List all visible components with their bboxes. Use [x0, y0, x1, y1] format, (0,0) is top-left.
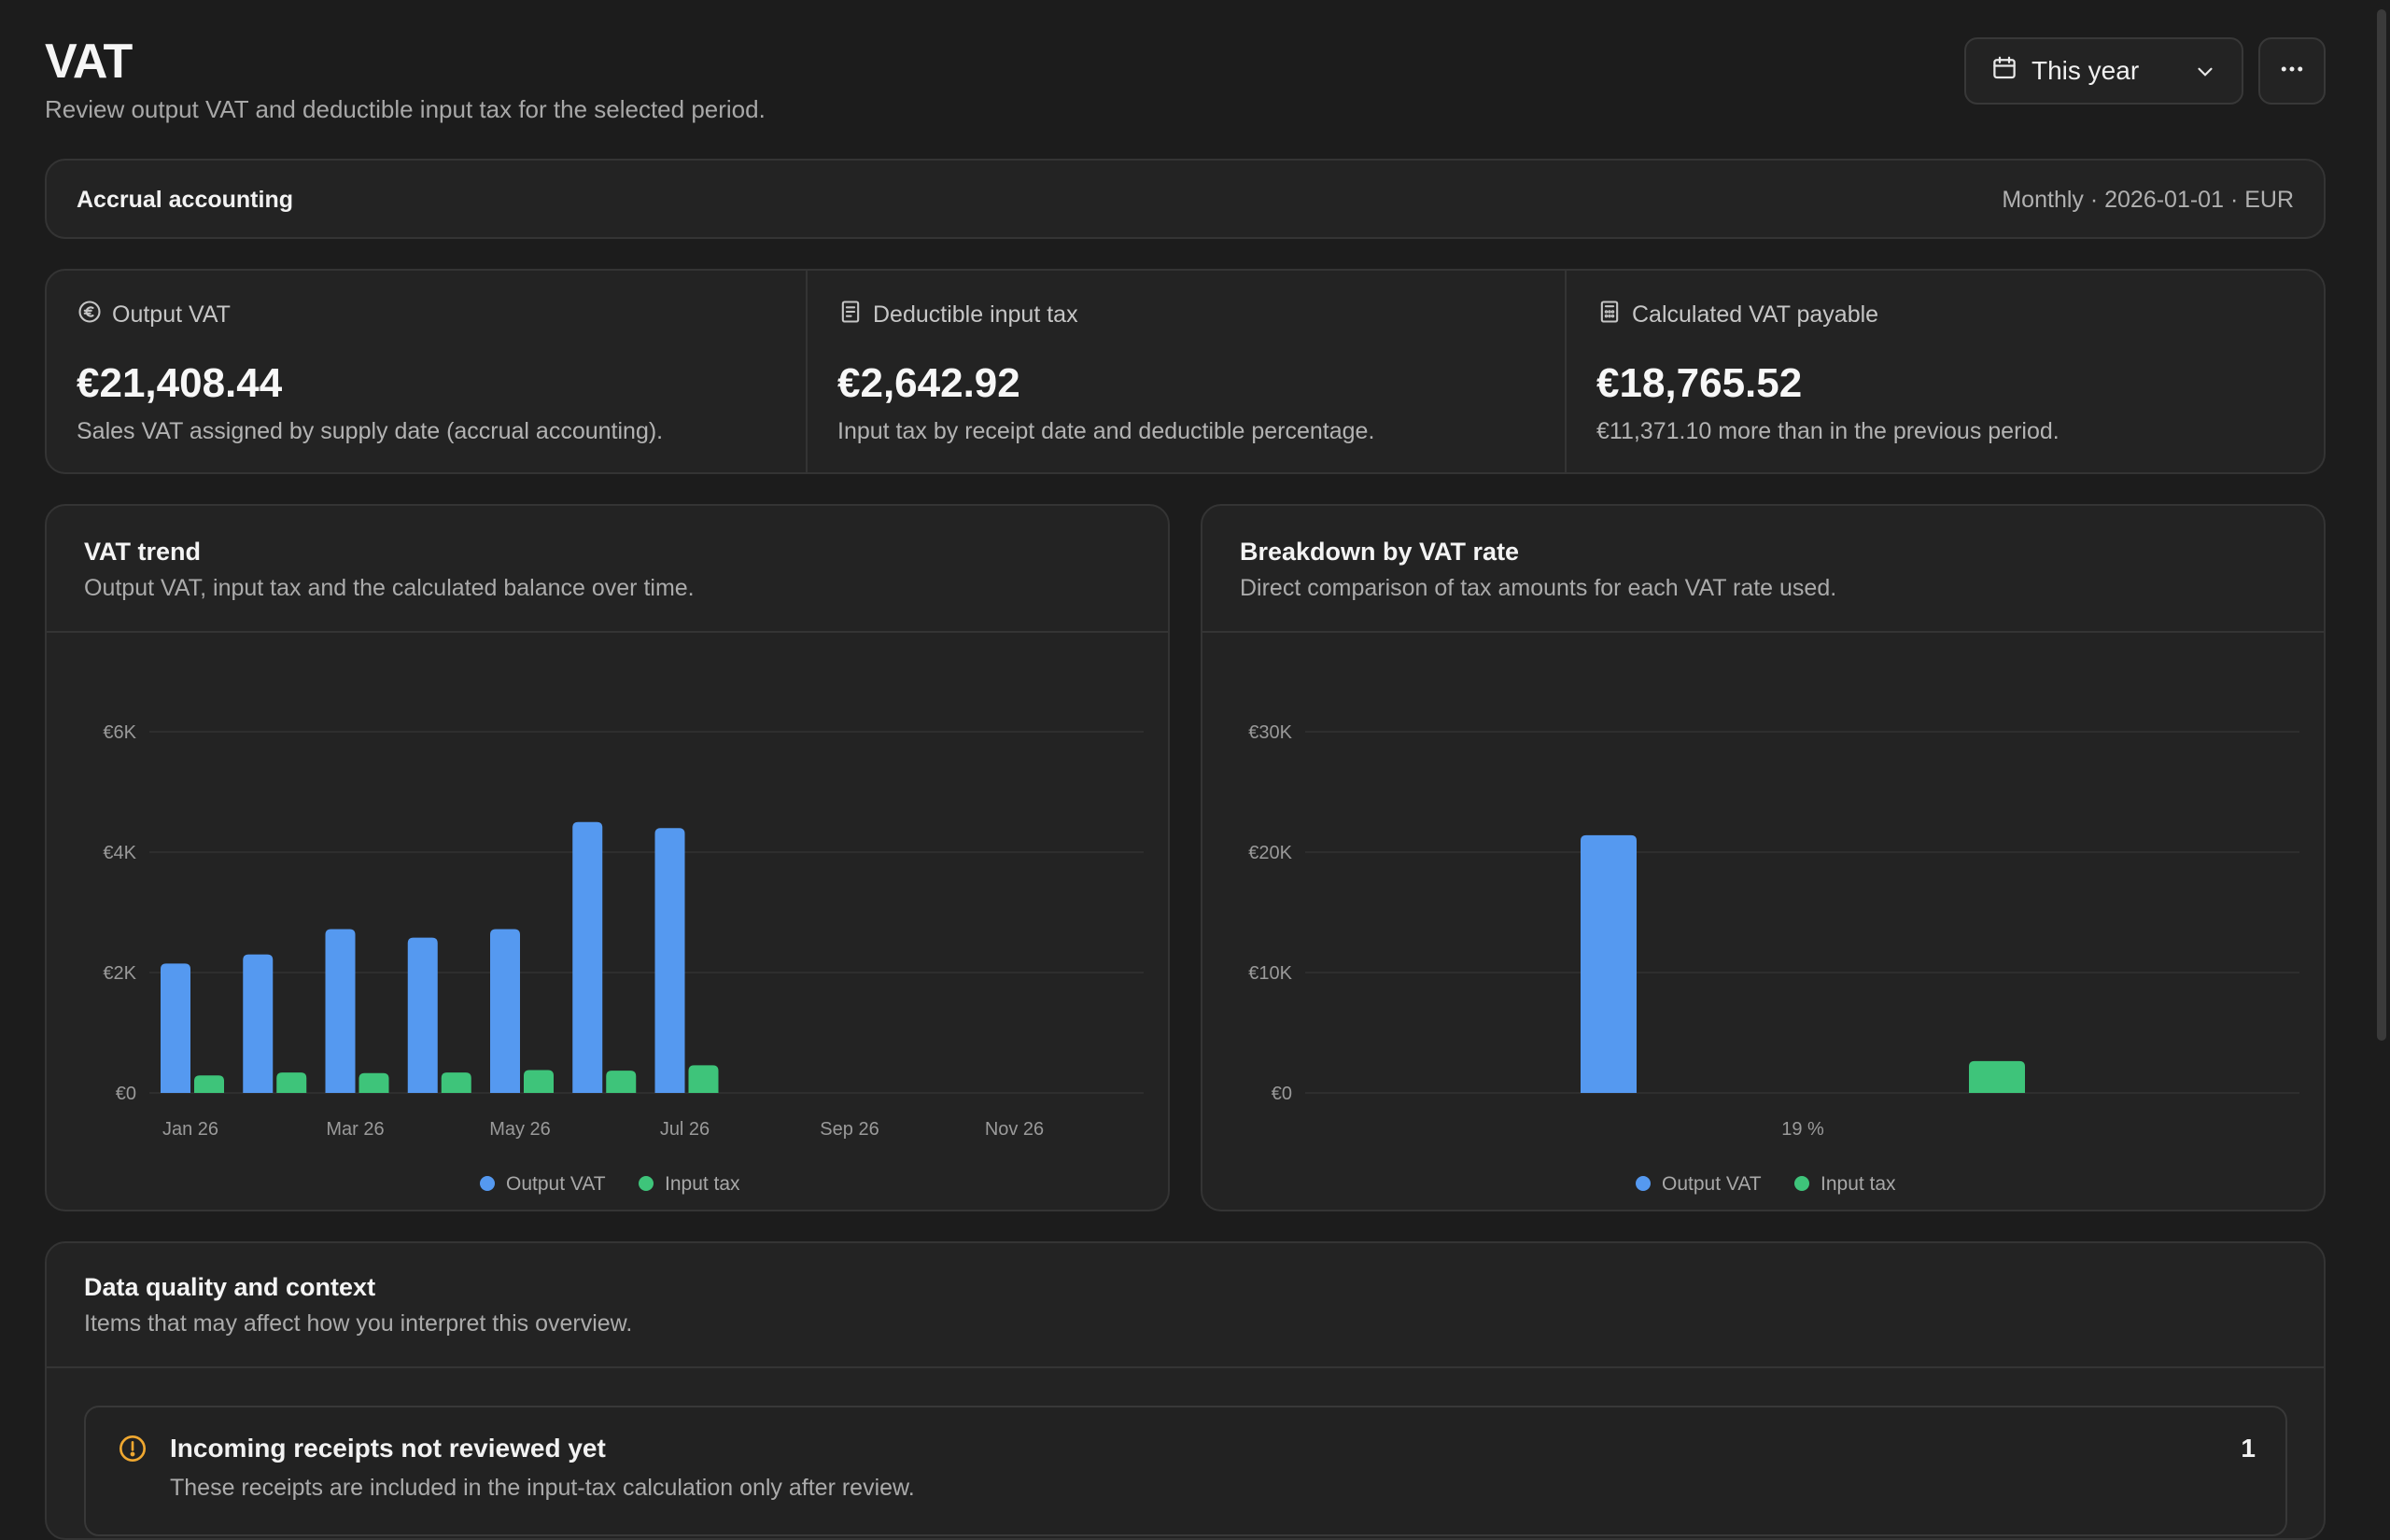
legend-swatch [1794, 1176, 1809, 1191]
bar [161, 963, 190, 1093]
legend-label: Input tax [665, 1173, 740, 1195]
y-tick-label: €0 [116, 1084, 136, 1104]
bar [654, 828, 685, 1093]
bar [276, 1072, 307, 1093]
y-tick-label: €6K [103, 722, 136, 743]
receipt-icon [837, 299, 864, 331]
bar [490, 929, 520, 1093]
section-subtitle: Items that may affect how you interpret … [84, 1310, 633, 1337]
stat-input-tax: Deductible input tax €2,642.92 Input tax… [806, 271, 1567, 472]
bar [1581, 834, 1637, 1093]
vat-rate-chart: €0 €10K €20K €30K Output VAT Input tax 19 % [1248, 722, 2299, 1195]
legend-label: Output VAT [1662, 1173, 1762, 1195]
item-count: 1 [2241, 1434, 2256, 1463]
chart-subtitle: Direct comparison of tax amounts for eac… [1240, 575, 1837, 601]
page-scrollbar[interactable] [2377, 9, 2386, 1041]
stat-description: €11,371.10 more than in the previous per… [1596, 418, 2060, 444]
x-tick-label: May 26 [489, 1119, 551, 1140]
vat-rate-card: Breakdown by VAT rate Direct comparison … [1201, 504, 2326, 1211]
bar [194, 1075, 224, 1093]
stat-label: Deductible input tax [873, 301, 1078, 328]
data-quality-card: Data quality and context Items that may … [45, 1241, 2326, 1540]
calendar-icon [1990, 54, 2018, 89]
warning-icon [118, 1434, 148, 1468]
bar [441, 1072, 471, 1093]
bar [358, 1072, 389, 1093]
bar [325, 929, 356, 1093]
stat-value: €2,642.92 [837, 360, 1020, 406]
legend-swatch [480, 1176, 495, 1191]
vat-trend-chart: €0 €2K €4K €6K Jan 26 Mar 26 May 26 Jul 26 Sep 2… [103, 722, 1144, 1195]
vat-trend-card: VAT trend Output VAT, input tax and the … [45, 504, 1170, 1211]
period-meta: Monthly · 2026-01-01 · EUR [2002, 187, 2294, 213]
page-subtitle: Review output VAT and deductible input t… [45, 95, 766, 123]
legend-label: Input tax [1821, 1173, 1896, 1195]
stats-panel: Output VAT €21,408.44 Sales VAT assigned… [45, 269, 2326, 474]
section-title: Data quality and context [84, 1273, 376, 1301]
bar [572, 821, 603, 1093]
euro-icon [77, 299, 103, 331]
item-text: These receipts are included in the input… [170, 1475, 915, 1501]
stat-value: €18,765.52 [1596, 360, 1803, 406]
stat-label: Calculated VAT payable [1632, 301, 1879, 328]
x-tick-label: 19 % [1781, 1119, 1824, 1140]
y-tick-label: €4K [103, 843, 136, 863]
y-tick-label: €2K [103, 963, 136, 984]
data-quality-item[interactable]: Incoming receipts not reviewed yet These… [84, 1406, 2287, 1536]
period-select-label: This year [2032, 56, 2140, 85]
bar [243, 954, 274, 1093]
legend-swatch [1636, 1176, 1651, 1191]
chart-title: VAT trend [84, 538, 201, 566]
stat-description: Input tax by receipt date and deductible… [837, 418, 1375, 444]
x-tick-label: Jan 26 [162, 1119, 218, 1140]
page-title: VAT [45, 35, 133, 89]
x-tick-label: Mar 26 [326, 1119, 384, 1140]
calculator-icon [1596, 299, 1623, 331]
bar [524, 1070, 554, 1093]
y-tick-label: €20K [1248, 843, 1292, 863]
stat-value: €21,408.44 [77, 360, 283, 406]
x-tick-label: Nov 26 [985, 1119, 1044, 1140]
bar [606, 1071, 637, 1093]
bar [688, 1065, 719, 1093]
stat-label: Output VAT [112, 301, 231, 328]
legend-swatch [639, 1176, 654, 1191]
x-tick-label: Jul 26 [660, 1119, 710, 1140]
y-tick-label: €0 [1272, 1084, 1292, 1104]
y-tick-label: €10K [1248, 963, 1292, 984]
more-horizontal-icon [2278, 55, 2306, 88]
item-title: Incoming receipts not reviewed yet [170, 1434, 606, 1463]
more-options-button[interactable] [2258, 37, 2326, 105]
accounting-method: Accrual accounting [77, 187, 293, 213]
chevron-down-icon [2193, 60, 2217, 91]
legend-label: Output VAT [506, 1173, 606, 1195]
period-select[interactable]: This year [1964, 37, 2243, 105]
chart-title: Breakdown by VAT rate [1240, 538, 1520, 566]
stat-description: Sales VAT assigned by supply date (accru… [77, 418, 664, 444]
y-tick-label: €30K [1248, 722, 1292, 743]
bar [407, 937, 438, 1093]
x-tick-label: Sep 26 [820, 1119, 879, 1140]
accounting-info-bar: Accrual accounting Monthly · 2026-01-01 … [45, 159, 2326, 239]
stat-output-vat: Output VAT €21,408.44 Sales VAT assigned… [47, 271, 806, 472]
stat-vat-payable: Calculated VAT payable €18,765.52 €11,37… [1565, 271, 2326, 472]
chart-subtitle: Output VAT, input tax and the calculated… [84, 575, 695, 601]
bar [1969, 1060, 2025, 1093]
